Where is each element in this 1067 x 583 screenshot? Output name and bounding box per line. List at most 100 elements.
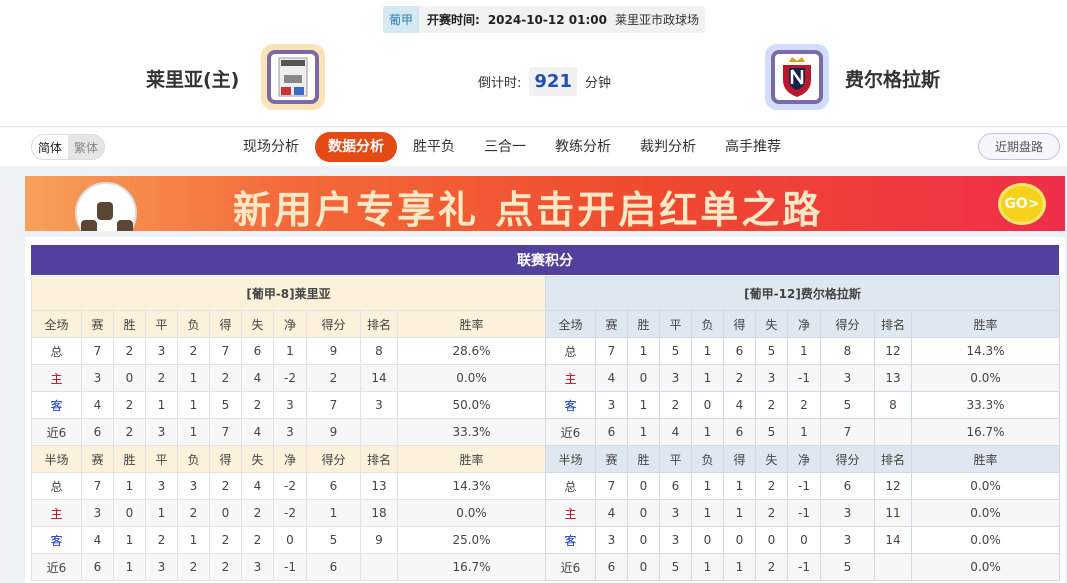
table-cell: 0.0% <box>911 364 1060 392</box>
tab-expert-picks[interactable]: 高手推荐 <box>725 139 781 155</box>
home-team-name[interactable]: 莱里亚(主) <box>146 69 240 91</box>
tab-1x2[interactable]: 胜平负 <box>413 139 455 155</box>
tab-three-in-one[interactable]: 三合一 <box>484 139 526 155</box>
column-header: 负 <box>177 310 210 338</box>
table-cell: 2 <box>209 526 242 554</box>
column-header: 全场 <box>31 310 82 338</box>
table-row: 主 3 0 2 1 2 4 -2 2 14 0.0% <box>31 364 546 392</box>
column-header: 赛 <box>595 445 628 473</box>
lang-traditional[interactable]: 繁体 <box>74 140 99 155</box>
table-cell: 0.0% <box>911 526 1060 554</box>
table-cell <box>874 418 912 446</box>
tab-coach-analysis[interactable]: 教练分析 <box>555 139 611 155</box>
soccer-ball-icon <box>75 182 137 231</box>
table-cell: 2 <box>209 472 242 500</box>
table-cell: 0 <box>627 364 660 392</box>
row-label: 客 <box>545 391 596 419</box>
table-cell: 2 <box>755 391 788 419</box>
home-team-logo[interactable] <box>261 44 325 110</box>
table-cell: 0 <box>627 526 660 554</box>
away-team-logo[interactable] <box>765 44 829 110</box>
table-cell: 0.0% <box>397 364 546 392</box>
column-header: 排名 <box>874 445 912 473</box>
table-cell: 0 <box>691 391 724 419</box>
go-coin-icon[interactable]: GO> <box>998 183 1046 225</box>
table-cell: 1 <box>145 391 178 419</box>
league-badge[interactable]: 葡甲 <box>383 6 420 33</box>
table-cell: 2 <box>113 418 146 446</box>
table-cell: 2 <box>241 499 274 527</box>
table-cell: 4 <box>723 391 756 419</box>
promo-banner[interactable]: 新用户专享礼 点击开启红单之路 GO> <box>25 176 1065 231</box>
row-label: 近6 <box>31 418 82 446</box>
header-row: 全场赛胜平负得失净得分 排名 胜率 <box>31 310 546 338</box>
table-row: 总 7 1 3 3 2 4 -2 6 13 14.3% <box>31 472 546 500</box>
header-row: 全场赛胜平负得失净得分 排名 胜率 <box>545 310 1060 338</box>
recent-handicap-button[interactable]: 近期盘路 <box>978 133 1060 160</box>
column-header: 赛 <box>81 310 114 338</box>
table-cell: 1 <box>723 499 756 527</box>
row-label: 总 <box>31 337 82 365</box>
table-cell: 3 <box>273 391 307 419</box>
table-cell: 28.6% <box>397 337 546 365</box>
row-label: 近6 <box>31 553 82 581</box>
table-cell: 7 <box>209 418 242 446</box>
column-header: 赛 <box>81 445 114 473</box>
table-cell: -2 <box>273 499 307 527</box>
table-cell: 1 <box>787 337 821 365</box>
table-cell: 6 <box>81 553 114 581</box>
table-cell: 1 <box>145 499 178 527</box>
table-cell: 4 <box>241 472 274 500</box>
table-cell: 33.3% <box>397 418 546 446</box>
table-cell: 25.0% <box>397 526 546 554</box>
column-header: 得 <box>209 445 242 473</box>
table-cell: 1 <box>691 418 724 446</box>
row-label: 近6 <box>545 418 596 446</box>
column-header: 平 <box>659 445 692 473</box>
table-cell: 16.7% <box>397 553 546 581</box>
column-header: 胜率 <box>911 310 1060 338</box>
table-row: 客 4 1 2 1 2 2 0 5 9 25.0% <box>31 526 546 554</box>
lang-simplified[interactable]: 简体 <box>32 135 69 159</box>
table-cell: 8 <box>874 391 912 419</box>
table-cell: 2 <box>209 553 242 581</box>
tab-data-analysis[interactable]: 数据分析 <box>315 132 397 162</box>
table-cell: 0 <box>113 364 146 392</box>
column-header: 净 <box>787 445 821 473</box>
away-team-name[interactable]: 费尔格拉斯 <box>845 69 941 91</box>
table-cell: 1 <box>787 418 821 446</box>
tab-live-analysis[interactable]: 现场分析 <box>243 139 299 155</box>
table-cell: 6 <box>595 553 628 581</box>
table-row: 客 3 0 3 0 0 0 0 3 14 0.0% <box>545 526 1060 554</box>
table-cell: 1 <box>177 418 210 446</box>
tab-referee-analysis[interactable]: 裁判分析 <box>640 139 696 155</box>
table-cell: 1 <box>627 391 660 419</box>
column-header: 得分 <box>820 310 875 338</box>
table-cell: 16.7% <box>911 418 1060 446</box>
table-cell: 1 <box>627 337 660 365</box>
table-cell: 3 <box>595 526 628 554</box>
table-cell: 5 <box>209 391 242 419</box>
table-cell: 3 <box>659 364 692 392</box>
table-cell: 1 <box>177 364 210 392</box>
table-cell: 4 <box>81 391 114 419</box>
table-cell: 1 <box>177 391 210 419</box>
row-label: 总 <box>31 472 82 500</box>
column-header: 赛 <box>595 310 628 338</box>
table-cell: 2 <box>113 391 146 419</box>
table-cell: 0 <box>627 499 660 527</box>
table-cell: 2 <box>209 364 242 392</box>
table-cell: 1 <box>691 472 724 500</box>
row-label: 主 <box>545 364 596 392</box>
table-row: 主 4 0 3 1 1 2 -1 3 11 0.0% <box>545 499 1060 527</box>
caption-row: [葡甲-12]费尔格拉斯 <box>545 276 1060 311</box>
column-header: 失 <box>241 445 274 473</box>
column-header: 胜率 <box>911 445 1060 473</box>
table-cell: 0.0% <box>911 499 1060 527</box>
match-header: 葡甲 开赛时间: 2024-10-12 01:00 莱里亚市政球场 莱里亚(主)… <box>0 0 1067 126</box>
table-row: 客 4 2 1 1 5 2 3 7 3 50.0% <box>31 391 546 419</box>
table-cell: 1 <box>113 472 146 500</box>
row-label: 总 <box>545 472 596 500</box>
table-cell: 5 <box>659 553 692 581</box>
standings-panel: 联赛积分 [葡甲-8]莱里亚 全场赛胜平负得失净得分 排名 胜率总 7 2 3 2 7 6 1 9 8 2… <box>25 237 1065 583</box>
